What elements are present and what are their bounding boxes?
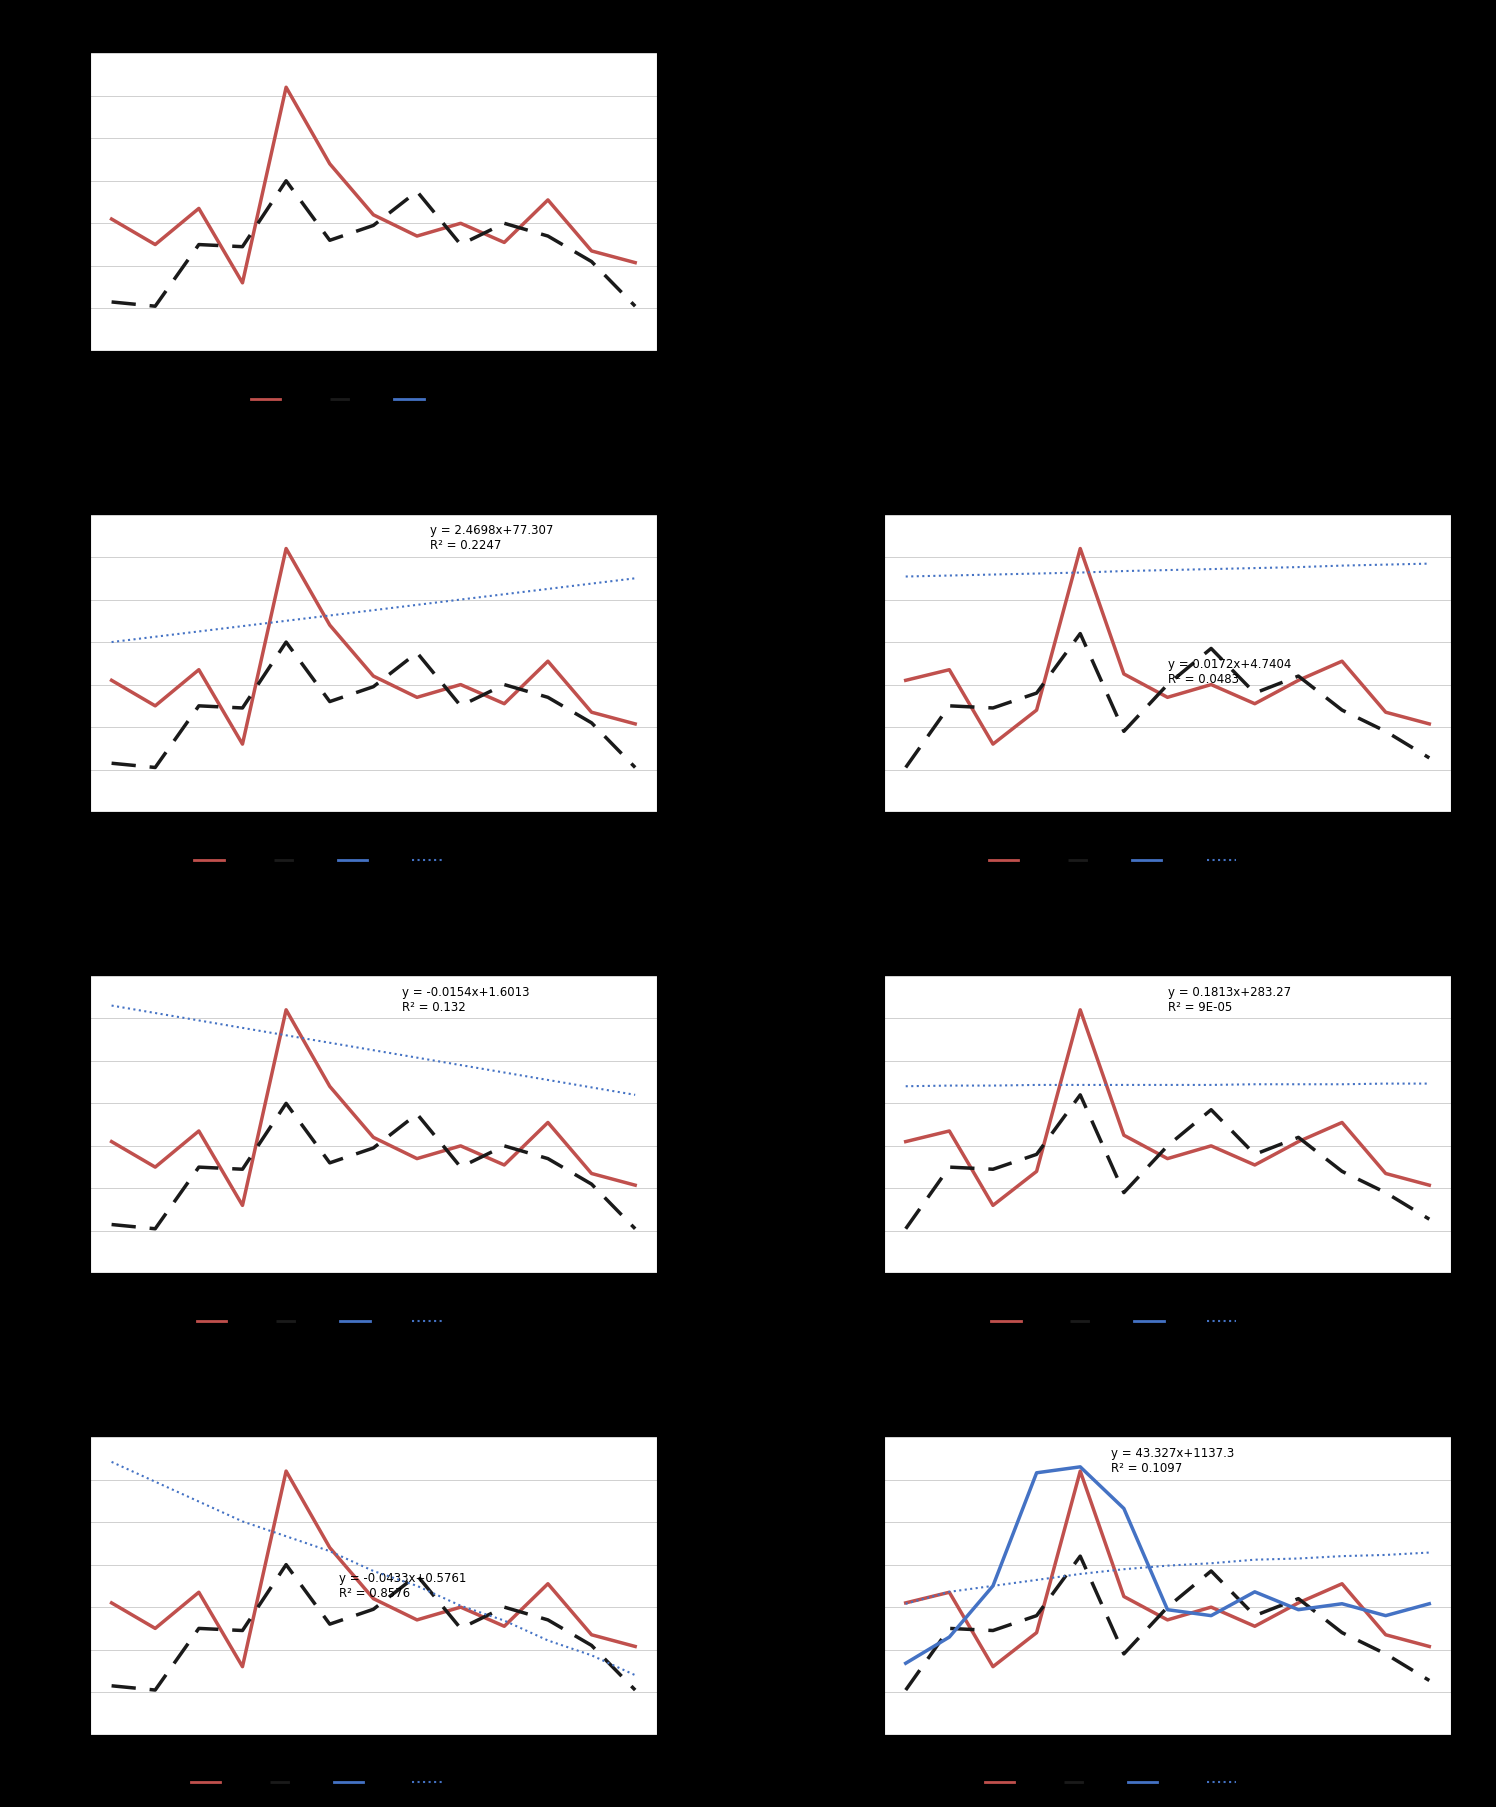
Title: parameter Tw2: parameter Tw2 [305,490,441,508]
Text: y = -0.0433x+0.5761
R² = 0.8576: y = -0.0433x+0.5761 R² = 0.8576 [340,1570,467,1599]
Title: parameter FLI: parameter FLI [310,950,437,969]
Legend: M5_1, R3, (Intercept): M5_1, R3, (Intercept) [247,389,501,412]
Legend: M5_1, R3, TW2, Линейная (TW2): M5_1, R3, TW2, Линейная (TW2) [190,849,557,873]
Text: y = 43.327x+1137.3
R² = 0.1097: y = 43.327x+1137.3 R² = 0.1097 [1110,1446,1234,1475]
Legend: M5_1, R3, FLI3, Линейная (FLI3): M5_1, R3, FLI3, Линейная (FLI3) [193,1310,555,1334]
Title: factor FLI3: factor FLI3 [1119,950,1215,969]
Title: factor SSB3: factor SSB3 [1115,1413,1221,1429]
Text: y = 0.0172x+4.7404
R² = 0.0483: y = 0.0172x+4.7404 R² = 0.0483 [1167,658,1291,687]
Legend: M5_1, R3, SSB3, Линейная (SSB3): M5_1, R3, SSB3, Линейная (SSB3) [186,1773,561,1794]
Title: factor Tw2: factor Tw2 [1121,490,1213,508]
Legend: M5_1, R3, SSB3, Линейная (SSB3): M5_1, R3, SSB3, Линейная (SSB3) [980,1773,1355,1794]
Text: y = -0.0154x+1.6013
R² = 0.132: y = -0.0154x+1.6013 R² = 0.132 [402,985,530,1014]
Legend: M5_1, R3, TW2, Линейная (TW2): M5_1, R3, TW2, Линейная (TW2) [984,849,1351,873]
Legend: M5_1, R3, FLI3, Линейная (FLI3): M5_1, R3, FLI3, Линейная (FLI3) [986,1310,1348,1334]
Title: parameter Intercept: parameter Intercept [283,29,465,47]
Title: parameter SSB3: parameter SSB3 [299,1413,447,1429]
Text: y = 2.4698x+77.307
R² = 0.2247: y = 2.4698x+77.307 R² = 0.2247 [431,524,554,553]
Text: y = 0.1813x+283.27
R² = 9E-05: y = 0.1813x+283.27 R² = 9E-05 [1167,985,1291,1014]
